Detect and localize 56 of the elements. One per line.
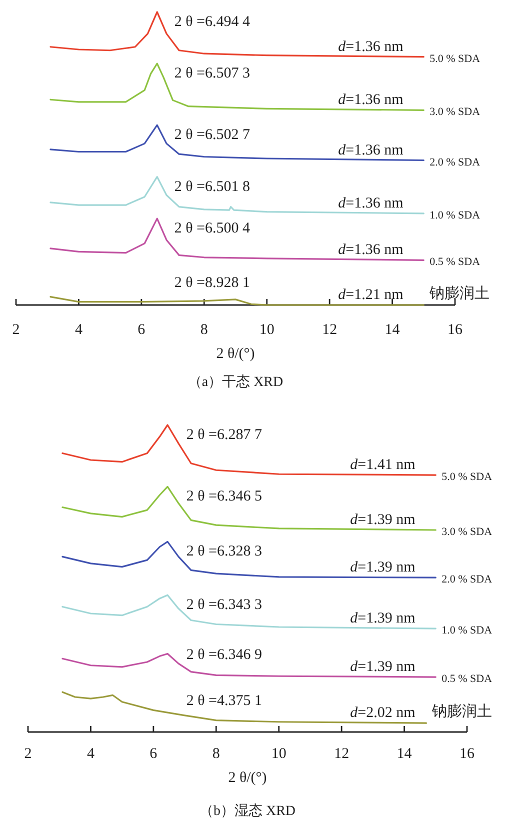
annotation: 2 θ =6.502 7 [174, 127, 250, 144]
x-tick-label: 14 [396, 746, 412, 762]
x-axis-title: 2 θ/(°) [228, 770, 267, 786]
annotation: 2 θ =6.328 3 [186, 544, 262, 560]
series-label: 2.0 % SDA [442, 574, 492, 586]
annotation: 2 θ =6.343 3 [186, 597, 262, 614]
x-tick-label: 6 [150, 746, 158, 762]
series-label: 0.5 % SDA [442, 673, 492, 686]
series-label: 0.5 % SDA [430, 256, 480, 268]
annotation: 2 θ =6.501 8 [174, 178, 250, 195]
x-tick-label: 12 [334, 746, 350, 762]
x-tick-label: 16 [460, 746, 475, 762]
annotation: 2 θ =6.346 9 [186, 647, 262, 664]
annotation: d=1.36 nm [338, 38, 404, 55]
series-label: 1.0 % SDA [430, 209, 480, 222]
annotation: 2 θ =6.500 4 [174, 220, 250, 237]
annotation: 2 θ =6.507 3 [174, 66, 250, 82]
x-tick-label: 10 [259, 322, 274, 338]
text: （a）干态 XRD [188, 374, 284, 390]
annotation: 2 θ =6.346 5 [186, 488, 262, 505]
annotation: 2 θ =4.375 1 [186, 693, 262, 710]
annotation: d=1.39 nm [350, 659, 416, 676]
series-label: 钠膨润土 [431, 703, 492, 720]
x-tick-label: 2 [12, 322, 20, 338]
x-tick-label: 8 [212, 746, 220, 762]
text: （b）湿态 XRD [199, 803, 296, 819]
series-label: 3.0 % SDA [430, 106, 480, 118]
x-tick-label: 6 [138, 322, 146, 338]
annotation: 2 θ =6.287 7 [186, 427, 262, 443]
x-tick-label: 16 [448, 322, 463, 338]
x-axis-title: 2 θ/(°) [216, 346, 255, 362]
x-tick-label: 12 [322, 322, 338, 338]
annotation: d=2.02 nm [350, 705, 416, 722]
series-label: 2.0 % SDA [430, 156, 480, 168]
x-tick-label: 4 [74, 322, 83, 338]
annotation: d=1.36 nm [338, 242, 404, 258]
annotation: 2 θ =8.928 1 [174, 275, 250, 291]
annotation: d=1.36 nm [338, 92, 404, 108]
series-label: 3.0 % SDA [442, 526, 492, 538]
series-label: 钠膨润土 [428, 285, 490, 302]
x-tick-label: 2 [24, 746, 32, 762]
x-tick-label: 10 [271, 746, 286, 762]
annotation: 2 θ =6.494 4 [174, 14, 250, 30]
annotation: d=1.39 nm [350, 512, 416, 528]
series-label: 1.0 % SDA [442, 624, 492, 637]
annotation: d=1.36 nm [338, 142, 404, 158]
annotation: d=1.41 nm [350, 457, 416, 474]
annotation: d=1.21 nm [338, 287, 404, 303]
annotation: d=1.39 nm [350, 560, 416, 576]
x-tick-label: 4 [86, 746, 95, 762]
series-label: 5.0 % SDA [430, 52, 480, 65]
annotation: d=1.36 nm [338, 195, 404, 212]
x-tick-label: 14 [384, 322, 400, 338]
annotation: d=1.39 nm [350, 610, 416, 627]
series-label: 5.0 % SDA [442, 471, 492, 484]
x-tick-label: 8 [200, 322, 208, 338]
